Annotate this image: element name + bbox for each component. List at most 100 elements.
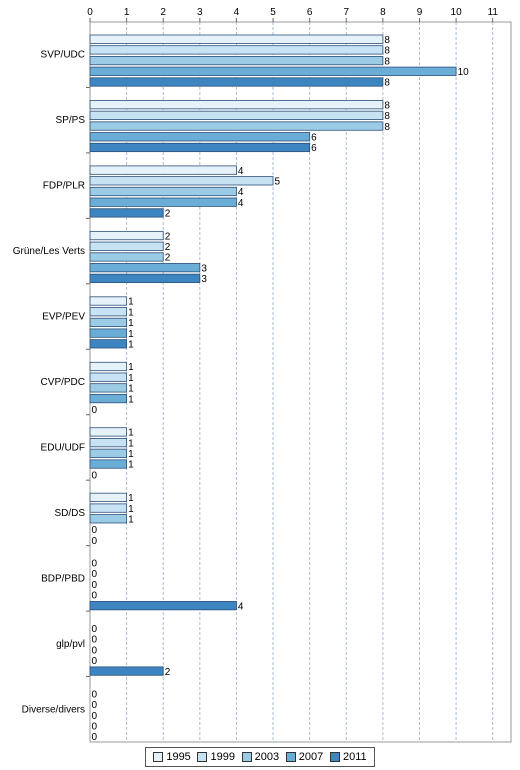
- bar-2003: [89, 186, 237, 197]
- data-label: 4: [238, 187, 244, 198]
- data-label: 4: [238, 601, 244, 612]
- data-label: 5: [275, 177, 281, 188]
- data-label: 1: [128, 438, 134, 449]
- bar-2007: [89, 459, 128, 469]
- legend-item: 2011: [329, 751, 367, 763]
- plot-frame: [89, 21, 512, 743]
- data-label: 0: [92, 591, 98, 602]
- bar-1999: [89, 503, 128, 513]
- data-label: 0: [92, 580, 98, 591]
- data-label: 8: [384, 122, 390, 133]
- data-label: 1: [128, 318, 134, 329]
- bar-1995: [89, 100, 384, 110]
- data-label: 1: [128, 504, 134, 515]
- bar-2011: [89, 339, 128, 349]
- bar-1999: [89, 110, 384, 120]
- x-tick-label: 9: [417, 7, 423, 18]
- legend-swatch: [329, 752, 340, 762]
- x-tick-label: 11: [488, 7, 499, 18]
- data-label: 8: [384, 78, 390, 89]
- data-label: 6: [311, 132, 317, 143]
- bar-2007: [89, 393, 128, 404]
- legend-swatch: [153, 752, 164, 762]
- bar-1995: [89, 34, 384, 44]
- data-label: 0: [92, 700, 98, 711]
- bar-2003: [89, 448, 128, 458]
- category-label: SVP/UDC: [41, 50, 85, 61]
- bar-2007: [89, 263, 201, 273]
- bar-2007: [89, 66, 457, 76]
- category-label: FDP/PLR: [43, 181, 85, 192]
- axes: [86, 18, 512, 743]
- category-label: CVP/PDC: [41, 377, 85, 388]
- bar-1999: [89, 45, 384, 55]
- bar-1999: [89, 438, 128, 448]
- bar-2003: [89, 317, 128, 328]
- bar-2003: [89, 383, 128, 393]
- category-label: BDP/PBD: [41, 573, 85, 584]
- bar-2007: [89, 328, 128, 338]
- data-label: 2: [165, 253, 171, 264]
- data-label: 0: [92, 624, 98, 635]
- bar-1995: [89, 492, 128, 502]
- category-label: Grüne/Les Verts: [13, 246, 85, 257]
- bar-1999: [89, 176, 274, 186]
- data-label: 0: [92, 711, 98, 722]
- legend-swatch: [241, 752, 252, 762]
- data-label: 10: [458, 67, 470, 78]
- bar-2011: [89, 601, 237, 611]
- x-tick-label: 3: [197, 7, 203, 18]
- data-label: 0: [92, 470, 98, 481]
- data-label: 8: [384, 35, 390, 46]
- data-label: 2: [165, 231, 171, 242]
- x-tick-label: 2: [160, 7, 166, 18]
- bar-1999: [89, 307, 128, 317]
- grid-lines: [126, 22, 494, 742]
- data-label: 1: [128, 373, 134, 384]
- x-tick-label: 0: [87, 7, 93, 18]
- data-label: 0: [92, 656, 98, 667]
- bar-2003: [89, 252, 164, 262]
- data-label: 1: [128, 460, 134, 471]
- legend-item: 1995: [153, 751, 191, 763]
- data-label: 0: [92, 645, 98, 656]
- x-tick-label: 1: [124, 7, 130, 18]
- labels: 0 1 2 3 4 5 6 7 8 9 10 11SVP/UDC888108SP/PS88866FDP…: [13, 7, 499, 743]
- data-label: 1: [128, 340, 134, 351]
- category-label: glp/pvl: [56, 639, 85, 650]
- data-label: 2: [165, 209, 171, 220]
- data-label: 1: [128, 329, 134, 340]
- category-label: SP/PS: [56, 115, 86, 126]
- data-label: 3: [201, 274, 207, 285]
- bar-2007: [89, 197, 237, 207]
- bar-chart: 0 1 2 3 4 5 6 7 8 9 10 11SVP/UDC888108SP/PS88866FDP…: [13, 7, 512, 743]
- x-tick-label: 7: [343, 7, 349, 18]
- data-label: 8: [384, 56, 390, 67]
- bar-2003: [89, 56, 384, 66]
- data-label: 6: [311, 143, 317, 154]
- bar-2007: [89, 132, 311, 142]
- bars: [89, 34, 457, 676]
- x-tick-label: 10: [451, 7, 463, 18]
- category-label: Diverse/divers: [22, 704, 85, 715]
- data-label: 0: [92, 732, 98, 743]
- data-label: 0: [92, 635, 98, 646]
- x-tick-label: 4: [234, 7, 240, 18]
- bar-2011: [89, 77, 384, 87]
- data-label: 3: [201, 263, 207, 274]
- legend-item: 1999: [197, 751, 235, 763]
- legend-item: 2007: [285, 751, 323, 763]
- bar-1995: [89, 165, 237, 175]
- data-label: 1: [128, 428, 134, 439]
- category-label: SD/DS: [54, 508, 85, 519]
- bar-1995: [89, 361, 128, 372]
- x-tick-label: 5: [270, 7, 276, 18]
- bar-1999: [89, 372, 128, 382]
- category-label: EDU/UDF: [41, 442, 85, 453]
- data-label: 1: [128, 514, 134, 525]
- legend-label: 1999: [210, 751, 235, 763]
- data-label: 8: [384, 46, 390, 57]
- x-tick-label: 6: [307, 7, 313, 18]
- data-label: 0: [92, 722, 98, 733]
- bar-2011: [89, 666, 164, 676]
